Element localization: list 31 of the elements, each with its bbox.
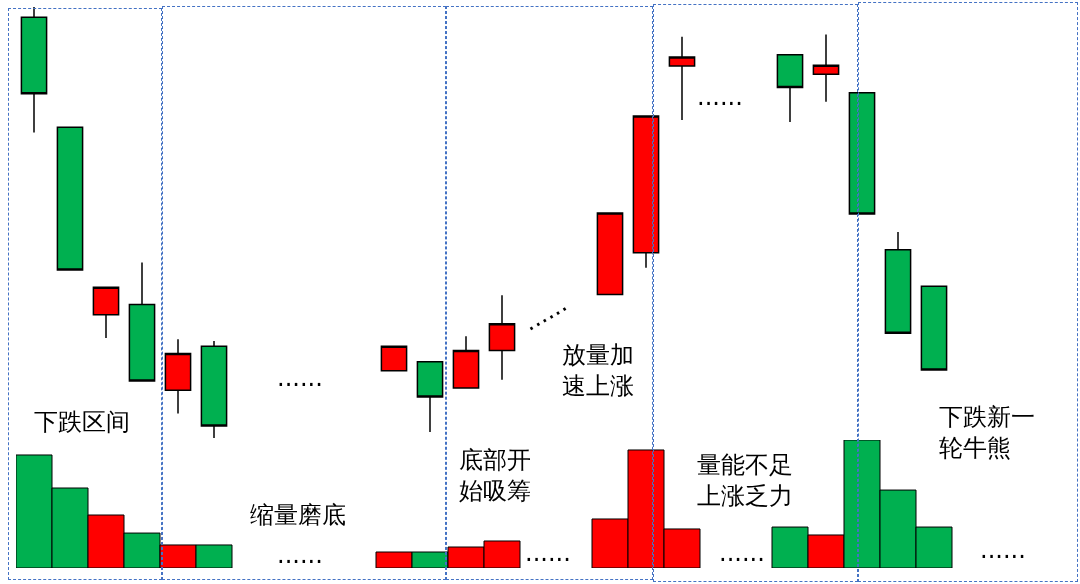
candlestick xyxy=(848,92,876,215)
annotation: 放量加速上涨 xyxy=(562,341,634,401)
annotation: ...... xyxy=(518,289,572,337)
annotation: ...... xyxy=(697,83,743,111)
annotation: ...... xyxy=(719,539,765,567)
candlestick xyxy=(164,338,192,415)
candlestick xyxy=(884,231,912,335)
candlestick xyxy=(488,294,516,381)
annotation: ...... xyxy=(525,539,571,567)
annotation: ...... xyxy=(980,536,1026,564)
candlestick xyxy=(452,335,480,389)
annotation: 量能不足上涨乏力 xyxy=(697,451,793,511)
candlestick xyxy=(92,286,120,339)
candlestick xyxy=(812,33,840,103)
candlestick xyxy=(380,345,408,372)
annotation: 下跌区间 xyxy=(34,408,130,436)
candlestick xyxy=(20,7,48,134)
candlestick xyxy=(200,340,228,438)
candlestick xyxy=(776,54,804,123)
candlestick xyxy=(632,115,660,269)
annotation: ...... xyxy=(277,541,323,569)
candlestick xyxy=(920,285,948,371)
annotation: 下跌新一轮牛熊 xyxy=(939,403,1035,463)
annotation: 底部开始吸筹 xyxy=(459,446,531,506)
annotation: 缩量磨底 xyxy=(250,501,346,529)
candlestick xyxy=(128,261,156,382)
annotation: ...... xyxy=(277,364,323,392)
candlestick xyxy=(416,360,444,433)
candlestick xyxy=(596,212,624,296)
candlestick xyxy=(668,35,696,121)
candlestick xyxy=(56,126,84,271)
